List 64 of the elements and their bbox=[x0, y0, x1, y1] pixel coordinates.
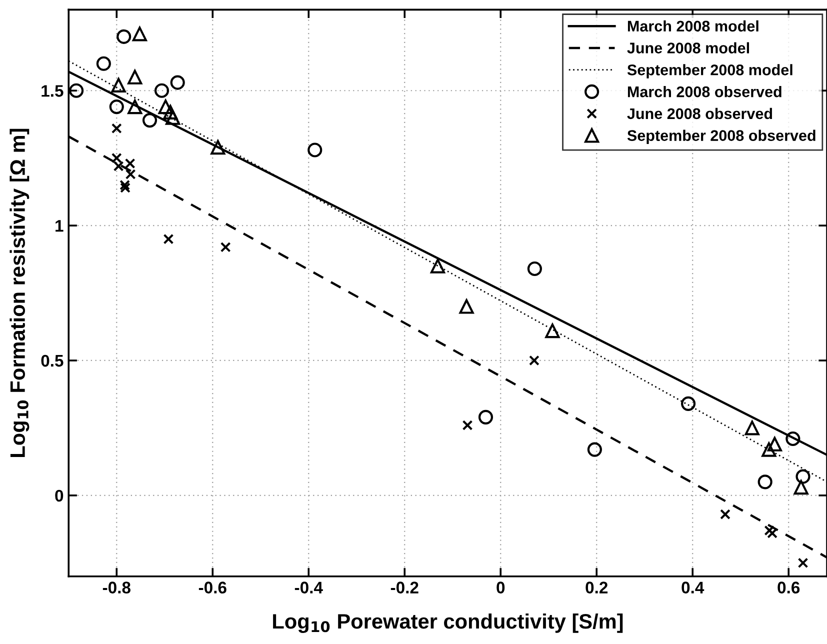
point bbox=[111, 152, 122, 164]
y-tick-label: 1 bbox=[56, 220, 64, 232]
x-tick-label: -0.8 bbox=[102, 582, 130, 594]
point bbox=[163, 104, 178, 120]
point bbox=[109, 100, 124, 114]
y-tick-label: 0 bbox=[55, 490, 64, 502]
point bbox=[163, 234, 174, 244]
point bbox=[170, 75, 185, 90]
point bbox=[680, 396, 696, 411]
point bbox=[128, 100, 142, 114]
point bbox=[796, 469, 810, 484]
point bbox=[120, 182, 130, 193]
legend-label: June 2008 model bbox=[627, 42, 749, 54]
point bbox=[758, 474, 772, 490]
point bbox=[786, 431, 800, 446]
point bbox=[69, 83, 84, 98]
point bbox=[308, 142, 322, 158]
point bbox=[154, 83, 170, 98]
point bbox=[220, 242, 231, 252]
point bbox=[478, 410, 494, 424]
y-tick-label: 0.5 bbox=[41, 354, 64, 367]
point bbox=[529, 355, 540, 366]
point bbox=[125, 169, 136, 180]
legend-label: March 2008 model bbox=[628, 20, 758, 32]
point bbox=[111, 78, 126, 93]
point bbox=[120, 180, 130, 190]
point bbox=[527, 261, 542, 276]
point bbox=[430, 258, 446, 274]
x-tick-label: -0.6 bbox=[198, 582, 226, 594]
x-tick-label: -0.4 bbox=[294, 582, 323, 594]
point bbox=[116, 29, 132, 44]
point bbox=[767, 436, 782, 452]
point bbox=[96, 56, 111, 71]
legend-label: September 2008 model bbox=[627, 64, 792, 78]
point bbox=[798, 558, 808, 568]
point bbox=[794, 480, 808, 495]
point bbox=[142, 113, 158, 128]
y-axis-title: Log$_{10}$ Formation resistivity [Ω m] bbox=[10, 128, 30, 457]
point bbox=[762, 442, 776, 457]
point bbox=[113, 160, 124, 172]
point bbox=[128, 70, 142, 84]
point bbox=[158, 100, 173, 114]
x-tick-label: 0.4 bbox=[682, 582, 704, 594]
legend-label: September 2008 observed bbox=[627, 130, 816, 144]
point bbox=[462, 420, 473, 430]
point bbox=[764, 525, 775, 536]
point bbox=[545, 324, 560, 338]
x-tick-label: -0.2 bbox=[390, 582, 418, 594]
point bbox=[720, 509, 730, 520]
legend-label: June 2008 observed bbox=[627, 108, 772, 120]
x-tick-label: 0.6 bbox=[778, 582, 800, 594]
point bbox=[587, 442, 602, 457]
point bbox=[124, 158, 136, 169]
x-tick-label: 0 bbox=[496, 582, 505, 594]
y-tick-label: 1.5 bbox=[42, 85, 64, 97]
point bbox=[111, 123, 122, 134]
point bbox=[744, 420, 760, 436]
point bbox=[132, 26, 147, 42]
x-axis-title: Log$_{10}$ Porewater conductivity [S/m] bbox=[273, 613, 623, 633]
point bbox=[210, 140, 226, 155]
point bbox=[767, 528, 778, 538]
x-tick-label: 0.2 bbox=[586, 582, 608, 594]
point bbox=[459, 299, 474, 314]
legend-label: March 2008 observed bbox=[628, 86, 782, 98]
